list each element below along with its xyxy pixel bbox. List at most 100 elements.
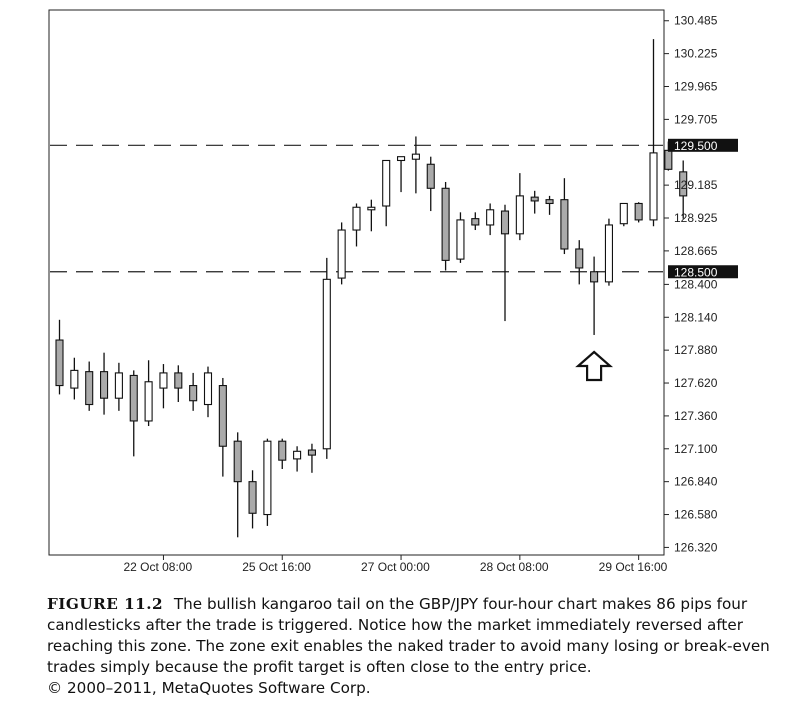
candle-body-bullish <box>411 153 420 160</box>
price-level-badge-label: 129.500 <box>674 139 718 153</box>
candle-body-bearish <box>575 248 584 269</box>
candle-body-bullish <box>144 381 153 422</box>
y-tick-label: 127.620 <box>674 376 718 390</box>
price-level-badges: 129.500 128.500 <box>668 138 738 279</box>
candle <box>560 178 569 255</box>
x-tick-label: 25 Oct 16:00 <box>242 560 311 574</box>
candle <box>100 352 109 415</box>
x-tick-label: 28 Oct 08:00 <box>480 560 549 574</box>
x-tick-label: 29 Oct 16:00 <box>599 560 668 574</box>
candle <box>203 366 213 418</box>
candle-body-bullish <box>515 195 524 235</box>
candle-body-bullish <box>203 372 213 406</box>
candle <box>411 136 420 194</box>
candle-body-bearish <box>634 202 643 221</box>
candle-body-bullish <box>456 219 465 260</box>
candle-body-bearish <box>248 481 257 514</box>
candle-body-bearish <box>189 385 198 402</box>
candle-body-bearish <box>307 449 317 456</box>
candle <box>396 156 406 193</box>
candle <box>486 203 495 236</box>
candle <box>590 256 599 335</box>
candles-group <box>55 39 688 538</box>
candle <box>604 218 614 286</box>
candle-body-bearish <box>664 149 673 170</box>
y-tick-label: 126.320 <box>674 540 718 554</box>
candle <box>426 156 435 212</box>
candle <box>456 212 465 263</box>
candle <box>218 377 227 477</box>
candle <box>441 181 450 271</box>
candle-body-bearish <box>233 440 242 483</box>
candlestick-chart: 130.485 130.225 129.965 129.705 129.185 128.9… <box>48 9 738 574</box>
y-tick-label: 126.580 <box>674 508 718 522</box>
figure-label: FIGURE 11.2 <box>47 595 164 613</box>
candle-body-bullish <box>367 206 376 211</box>
candle-body-bearish <box>100 371 109 399</box>
candle-body-bearish <box>530 196 539 202</box>
candle-body-bearish <box>545 199 554 205</box>
candle-body-bullish <box>337 229 346 279</box>
candle-body-bearish <box>679 171 688 197</box>
candle <box>114 362 123 411</box>
candle-body-bullish <box>70 369 79 389</box>
y-tick-label: 128.400 <box>674 277 718 291</box>
y-tick-label: 127.880 <box>674 343 718 357</box>
candle <box>174 365 183 402</box>
candle-body-bearish <box>560 199 569 250</box>
candle <box>144 360 153 427</box>
candle-body-bullish <box>322 278 331 450</box>
candle <box>70 357 79 400</box>
y-tick-label: 127.360 <box>674 409 718 423</box>
candle-body-bearish <box>426 163 435 189</box>
candle <box>575 240 584 285</box>
candle <box>337 222 346 285</box>
y-axis: 130.485 130.225 129.965 129.705 129.185 128.9… <box>664 14 718 554</box>
y-tick-label: 129.185 <box>674 178 718 192</box>
candle-body-bearish <box>500 210 510 235</box>
candle-body-bearish <box>278 440 287 461</box>
candle-body-bullish <box>263 440 272 516</box>
candle-body-bullish <box>382 159 391 207</box>
candle <box>85 361 94 411</box>
candle <box>352 203 361 247</box>
price-level-badge <box>668 265 738 279</box>
candle-body-bullish <box>604 224 614 283</box>
candle <box>55 319 64 395</box>
candle-body-bullish <box>649 152 658 221</box>
candle-body-bearish <box>85 371 94 406</box>
x-axis: 22 Oct 08:00 25 Oct 16:00 27 Oct 00:00 28 O… <box>123 555 668 574</box>
candle <box>382 159 391 227</box>
candle <box>530 190 539 214</box>
candle <box>649 39 658 227</box>
candle <box>545 195 554 215</box>
candle <box>233 432 242 538</box>
y-tick-label: 128.140 <box>674 310 718 324</box>
y-tick-label: 129.705 <box>674 112 718 126</box>
candle <box>322 257 331 459</box>
price-level-badge-label: 128.500 <box>674 265 718 279</box>
candle-body-bearish <box>218 385 227 447</box>
candle <box>515 173 524 241</box>
candle <box>278 438 287 470</box>
y-tick-label: 128.925 <box>674 211 718 225</box>
y-tick-label: 129.965 <box>674 80 718 94</box>
candle <box>248 470 257 529</box>
candle <box>307 443 317 473</box>
price-level-badge <box>668 138 738 152</box>
candle <box>263 438 272 526</box>
x-tick-label: 22 Oct 08:00 <box>123 560 192 574</box>
y-tick-label: 126.840 <box>674 475 718 489</box>
candle-body-bearish <box>174 372 183 389</box>
candle <box>367 199 376 232</box>
candle <box>471 212 480 231</box>
candle-body-bullish <box>159 372 168 389</box>
figure-caption: FIGURE 11.2 The bullish kangaroo tail on… <box>47 594 772 699</box>
copyright-text: © 2000–2011, MetaQuotes Software Corp. <box>47 679 371 697</box>
candle <box>159 364 168 409</box>
up-arrow-icon <box>575 350 614 382</box>
candle-body-bullish <box>619 202 628 225</box>
caption-text: The bullish kangaroo tail on the GBP/JPY… <box>47 595 770 676</box>
candle-body-bearish <box>441 187 450 261</box>
candle-body-bullish <box>114 372 123 399</box>
